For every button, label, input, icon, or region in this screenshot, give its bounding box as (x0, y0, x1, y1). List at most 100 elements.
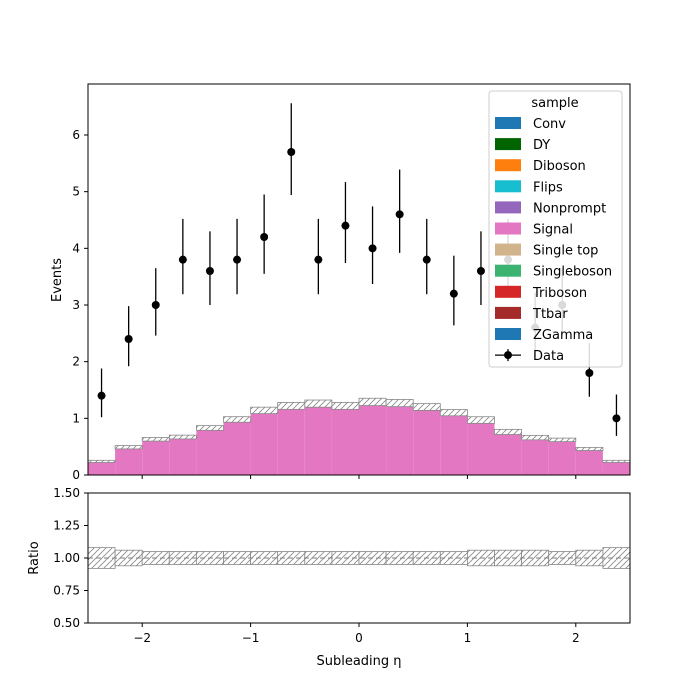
legend-swatch-single-top (495, 243, 521, 256)
main-y-tick-label: 2 (72, 355, 80, 369)
bar-signal (304, 403, 332, 475)
legend-label: Diboson (533, 159, 586, 174)
ratio-y-tick-label: 1.25 (53, 519, 80, 533)
data-point (205, 267, 214, 275)
data-point (449, 289, 458, 298)
uncertainty-bin (602, 459, 631, 463)
data-point (124, 335, 133, 343)
legend-label: Triboson (532, 286, 587, 301)
ratio-y-tick-label: 1.50 (53, 486, 80, 500)
uncertainty-bin (277, 402, 306, 410)
main-y-tick-label: 5 (72, 185, 80, 199)
legend-box (488, 90, 623, 368)
ratio-x-tick-label: 0 (355, 631, 363, 645)
legend-label: Signal (533, 223, 573, 238)
uncertainty-bin (331, 402, 360, 410)
legend-swatch-zgamma (495, 328, 521, 340)
ratio-y-axis-label: Ratio (27, 541, 42, 574)
data-point (612, 414, 621, 423)
bar-signal (142, 439, 170, 475)
ratio-x-tick-label: 1 (464, 631, 472, 645)
bar-signal (602, 461, 630, 475)
uncertainty-bin (575, 446, 604, 451)
legend-label: Ttbar (532, 307, 568, 322)
data-point (97, 391, 106, 400)
data-point (422, 255, 431, 264)
legend-data-marker (504, 351, 512, 360)
data-point (585, 369, 594, 377)
uncertainty-bin (141, 437, 170, 442)
data-point (178, 255, 187, 264)
bar-signal (494, 431, 522, 475)
legend-label: Nonprompt (533, 201, 606, 216)
data-point (260, 233, 269, 241)
legend-label: Singleboson (533, 265, 612, 280)
bar-signal (250, 410, 278, 475)
uncertainty-bin (114, 445, 143, 450)
ratio-y-ticks: 0.50 0.75 1.00 1.25 1.50 (53, 486, 88, 630)
legend-label: Single top (533, 244, 598, 259)
uncertainty-bin (223, 416, 252, 423)
legend-label: Conv (533, 117, 566, 132)
legend-label: DY (533, 138, 550, 153)
bar-signal (196, 427, 224, 475)
bar-signal (413, 407, 441, 475)
legend-swatch-ttbar (495, 306, 521, 319)
main-y-tick-label: 4 (72, 241, 80, 255)
bar-signal (548, 439, 576, 475)
data-point (287, 148, 296, 156)
legend-entries: Conv DY Diboson Flips Nonprompt Signal Single … (495, 117, 612, 364)
bar-signal (223, 419, 251, 475)
uncertainty-bin (439, 409, 468, 417)
uncertainty-band (87, 397, 631, 463)
bar-signal (386, 403, 414, 475)
uncertainty-bin (466, 416, 495, 424)
main-y-tick-label: 6 (72, 128, 80, 142)
legend-label: ZGamma (533, 328, 593, 343)
legend-swatch-singleboson (495, 264, 521, 277)
uncertainty-bin (521, 434, 550, 441)
bar-signal (467, 420, 495, 475)
bar-signal (359, 401, 387, 475)
uncertainty-bin (412, 403, 441, 411)
bar-signal (88, 461, 116, 475)
uncertainty-bin (494, 428, 523, 435)
legend-swatch-dy (495, 138, 521, 151)
ratio-y-tick-label: 0.75 (53, 584, 80, 598)
legend-swatch-flips (495, 180, 521, 193)
stack-bars (88, 401, 630, 475)
uncertainty-bin (87, 459, 116, 463)
data-point (341, 221, 350, 230)
data-point (476, 267, 485, 275)
bar-signal (521, 437, 549, 475)
ratio-x-tick-label: −1 (242, 631, 260, 645)
ratio-y-tick-label: 1.00 (53, 551, 80, 565)
bar-signal (575, 448, 603, 475)
main-y-tick-label: 1 (72, 411, 80, 425)
legend-label: Data (533, 349, 564, 364)
ratio-x-tick-label: 2 (572, 631, 580, 645)
uncertainty-bin (548, 437, 577, 443)
legend-swatch-conv (495, 117, 521, 129)
main-y-tick-label: 0 (72, 468, 80, 482)
legend-swatch-triboson (495, 285, 521, 298)
main-x-ticks (141, 475, 577, 479)
legend: sample Conv DY Diboson Flips Nonprompt Signal… (488, 90, 623, 368)
bar-signal (440, 412, 468, 475)
data-point (314, 255, 323, 264)
main-y-axis-label: Events (50, 258, 65, 302)
data-point (368, 244, 377, 253)
main-y-ticks: 0 1 2 3 4 5 6 (72, 128, 88, 482)
bar-signal (169, 437, 197, 475)
uncertainty-bin (385, 399, 414, 408)
legend-swatch-signal (495, 222, 521, 235)
ratio-y-tick-label: 0.50 (53, 616, 80, 630)
legend-swatch-diboson (495, 159, 521, 172)
legend-swatch-nonprompt (495, 201, 521, 214)
bar-signal (277, 405, 305, 475)
uncertainty-bin (250, 406, 279, 415)
x-axis-label: Subleading η (316, 654, 401, 669)
data-point (395, 210, 404, 219)
ratio-panel: −2 −1 0 1 2 0.50 0.75 1.00 1.25 1.50 Ratio Suble… (27, 486, 631, 669)
